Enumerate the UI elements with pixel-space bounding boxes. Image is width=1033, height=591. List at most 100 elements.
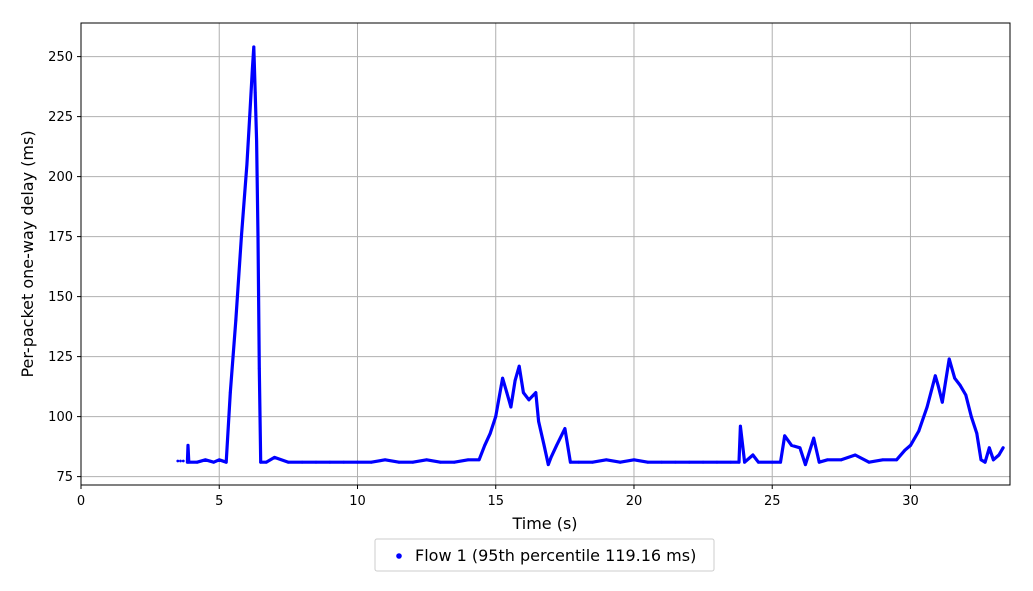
data-point	[812, 436, 816, 440]
data-point	[839, 458, 843, 462]
data-point	[569, 460, 572, 464]
data-point	[958, 384, 962, 387]
data-point	[369, 460, 373, 464]
data-point	[687, 460, 691, 464]
data-point	[452, 460, 456, 464]
series-trace-1	[185, 45, 1005, 467]
data-point	[591, 460, 594, 464]
data-point	[513, 379, 517, 382]
data-point	[255, 139, 258, 143]
data-point	[546, 463, 550, 466]
x-axis: 0 5 10 15 20 25 30	[77, 485, 919, 509]
data-point	[790, 444, 793, 447]
data-point	[542, 444, 546, 447]
data-point	[248, 115, 252, 118]
x-tick-label: 10	[349, 494, 366, 509]
data-point	[537, 420, 540, 423]
data-point	[933, 374, 937, 378]
data-point	[549, 456, 553, 459]
data-point	[256, 235, 260, 239]
data-point	[439, 460, 442, 464]
data-point	[494, 415, 498, 418]
data-point	[729, 460, 733, 464]
y-tick-label: 150	[48, 290, 73, 305]
data-point	[228, 391, 232, 394]
data-point	[342, 460, 346, 464]
plot-frame	[80, 22, 1011, 486]
plot-background	[81, 23, 1010, 485]
data-point	[234, 319, 238, 322]
y-tick-label: 250	[48, 50, 73, 65]
y-tick-label: 100	[48, 410, 73, 425]
data-point	[947, 357, 951, 361]
data-point	[499, 384, 503, 387]
data-point	[300, 460, 304, 464]
data-point	[969, 415, 973, 418]
data-point	[273, 456, 276, 459]
data-layer	[176, 45, 1005, 467]
data-point	[674, 460, 677, 464]
data-point	[909, 444, 912, 447]
legend-box	[374, 538, 715, 572]
legend: Flow 1 (95th percentile 119.16 ms)	[374, 538, 715, 572]
data-point	[251, 67, 254, 70]
data-point	[383, 458, 387, 462]
data-point	[212, 460, 216, 464]
x-axis-label: Time (s)	[511, 514, 577, 533]
data-point	[987, 446, 991, 450]
data-point	[1001, 446, 1005, 450]
x-tick-label: 15	[487, 494, 504, 509]
data-point	[517, 364, 521, 368]
data-point	[477, 458, 481, 462]
data-point	[488, 432, 492, 435]
data-point	[953, 376, 957, 380]
data-point	[204, 458, 207, 462]
y-axis: 75 100 125 150 175 200 225 250	[48, 50, 81, 485]
x-tick-label: 30	[902, 494, 919, 509]
data-point	[483, 444, 487, 447]
data-point	[798, 446, 802, 450]
data-point	[501, 376, 504, 380]
data-point	[181, 459, 185, 463]
x-tick-label: 0	[77, 494, 85, 509]
y-tick-label: 225	[48, 110, 73, 125]
data-point	[195, 460, 199, 464]
data-point	[770, 460, 774, 464]
data-point	[505, 391, 509, 394]
data-point	[751, 453, 755, 457]
data-point	[555, 444, 558, 447]
data-point	[176, 459, 180, 463]
data-point	[186, 444, 190, 447]
data-point	[853, 453, 857, 457]
data-point	[975, 432, 979, 435]
data-point	[826, 458, 829, 462]
data-point	[563, 427, 567, 430]
data-point	[632, 458, 636, 462]
data-point	[757, 460, 760, 464]
data-point	[817, 460, 821, 464]
data-point	[917, 429, 921, 433]
data-point	[737, 460, 741, 464]
data-point	[925, 405, 929, 409]
data-point	[895, 458, 898, 462]
data-point	[356, 460, 359, 464]
data-point	[604, 458, 608, 462]
data-point	[314, 460, 318, 464]
x-tick-label: 25	[764, 494, 781, 509]
data-point	[992, 458, 995, 462]
data-point	[224, 460, 228, 464]
data-point	[979, 458, 983, 462]
data-point	[466, 458, 470, 462]
x-tick-label: 5	[215, 494, 223, 509]
x-tick-label: 20	[626, 494, 643, 509]
data-point	[881, 458, 885, 462]
data-point	[287, 460, 290, 464]
data-point	[701, 460, 705, 464]
data-point	[257, 367, 261, 370]
y-tick-label: 175	[48, 230, 73, 245]
y-tick-label: 125	[48, 350, 73, 365]
data-point	[618, 460, 622, 464]
data-point	[425, 458, 428, 462]
data-point	[522, 391, 525, 394]
legend-label: Flow 1 (95th percentile 119.16 ms)	[415, 546, 696, 565]
